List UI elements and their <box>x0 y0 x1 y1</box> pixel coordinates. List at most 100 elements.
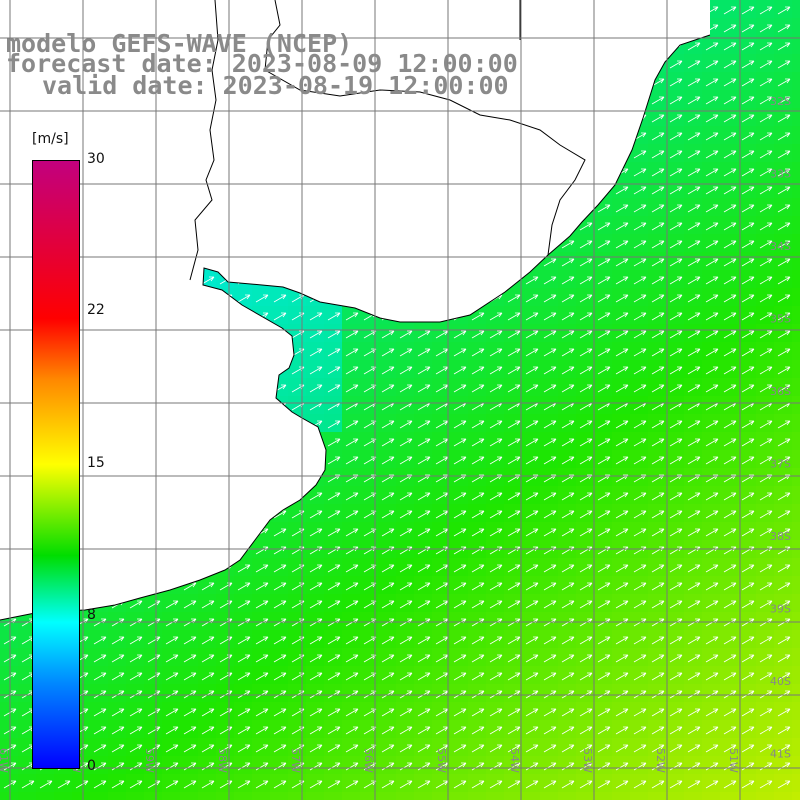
wind-arrow <box>723 60 737 69</box>
wind-arrow <box>777 654 791 663</box>
speed-cell <box>666 468 685 487</box>
wind-arrow <box>597 600 611 609</box>
wind-arrow <box>741 438 755 447</box>
speed-cell <box>774 180 793 199</box>
speed-cell <box>540 576 559 595</box>
wind-arrow <box>561 654 575 663</box>
wind-arrow <box>651 366 665 375</box>
wind-arrow <box>543 708 557 717</box>
wind-arrow <box>183 708 197 717</box>
speed-cell <box>450 666 469 685</box>
speed-cell <box>522 450 541 469</box>
speed-cell <box>594 630 613 649</box>
wind-arrow <box>273 564 287 573</box>
speed-cell <box>540 756 559 775</box>
speed-cell <box>306 522 325 541</box>
speed-cell <box>252 738 271 757</box>
wind-arrow <box>309 348 323 357</box>
speed-cell <box>648 594 667 613</box>
speed-cell <box>504 720 523 739</box>
speed-cell <box>792 162 800 181</box>
wind-arrow <box>741 366 755 375</box>
wind-arrow <box>165 672 179 681</box>
speed-cell <box>540 396 559 415</box>
speed-cell <box>540 792 559 800</box>
speed-cell <box>648 774 667 793</box>
speed-cell <box>666 144 685 163</box>
speed-cell <box>720 504 739 523</box>
wind-arrow <box>687 276 701 285</box>
speed-cell <box>684 252 703 271</box>
speed-cell <box>468 486 487 505</box>
speed-cell <box>756 360 775 379</box>
speed-cell <box>216 666 235 685</box>
wind-arrow <box>327 528 341 537</box>
speed-cell <box>774 648 793 667</box>
wind-arrow <box>741 186 755 195</box>
speed-cell <box>522 684 541 703</box>
speed-cell <box>558 378 577 397</box>
speed-cell <box>738 594 757 613</box>
speed-cell <box>774 216 793 235</box>
speed-cell <box>198 756 217 775</box>
speed-cell <box>468 738 487 757</box>
speed-cell <box>612 648 631 667</box>
speed-cell <box>666 432 685 451</box>
longitude-label: 54W <box>508 748 521 773</box>
wind-arrow <box>615 564 629 573</box>
wind-arrow <box>597 564 611 573</box>
speed-cell <box>324 324 343 343</box>
speed-cell <box>666 666 685 685</box>
speed-cell <box>666 162 685 181</box>
wind-arrow <box>453 564 467 573</box>
speed-cell <box>468 612 487 631</box>
speed-cell <box>540 720 559 739</box>
wind-arrow <box>273 762 287 771</box>
wind-arrow <box>543 780 557 789</box>
wind-arrow <box>543 654 557 663</box>
wind-arrow <box>723 204 737 213</box>
wind-arrow <box>759 654 773 663</box>
wind-arrow <box>579 744 593 753</box>
wind-arrow <box>687 744 701 753</box>
speed-cell <box>90 630 109 649</box>
wind-arrow <box>237 600 251 609</box>
speed-cell <box>756 558 775 577</box>
speed-cell <box>378 684 397 703</box>
speed-cell <box>486 720 505 739</box>
speed-cell <box>180 738 199 757</box>
speed-cell <box>720 270 739 289</box>
speed-cell <box>612 666 631 685</box>
speed-cell <box>756 126 775 145</box>
wind-arrow <box>489 384 503 393</box>
speed-cell <box>522 468 541 487</box>
wind-arrow <box>777 276 791 285</box>
speed-cell <box>504 630 523 649</box>
speed-cell <box>666 324 685 343</box>
speed-cell <box>612 792 631 800</box>
speed-cell <box>684 792 703 800</box>
wind-arrow <box>759 222 773 231</box>
speed-cell <box>126 666 145 685</box>
speed-cell <box>324 522 343 541</box>
wind-arrow <box>129 636 143 645</box>
wind-arrow <box>561 636 575 645</box>
speed-cell <box>396 558 415 577</box>
wind-arrow <box>651 294 665 303</box>
wind-arrow <box>345 780 359 789</box>
wind-arrow <box>741 726 755 735</box>
wind-arrow <box>561 510 575 519</box>
speed-cell <box>612 468 631 487</box>
speed-cell <box>360 792 379 800</box>
wind-arrow <box>759 96 773 105</box>
wind-arrow <box>489 330 503 339</box>
wind-arrow <box>381 672 395 681</box>
latitude-label: 38S <box>770 530 791 543</box>
wind-arrow <box>489 528 503 537</box>
wind-arrow <box>525 312 539 321</box>
speed-cell <box>522 612 541 631</box>
speed-cell <box>342 720 361 739</box>
wind-arrow <box>417 438 431 447</box>
speed-cell <box>306 738 325 757</box>
speed-cell <box>720 216 739 235</box>
